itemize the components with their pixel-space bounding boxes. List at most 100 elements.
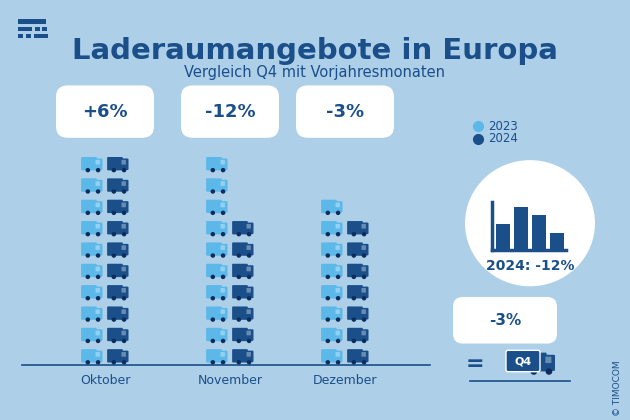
- FancyBboxPatch shape: [550, 233, 564, 250]
- FancyBboxPatch shape: [246, 288, 251, 293]
- FancyBboxPatch shape: [232, 221, 248, 234]
- Circle shape: [112, 296, 116, 300]
- FancyBboxPatch shape: [220, 288, 225, 293]
- Circle shape: [96, 318, 100, 322]
- Circle shape: [352, 275, 356, 279]
- FancyBboxPatch shape: [220, 267, 225, 271]
- FancyBboxPatch shape: [335, 308, 343, 320]
- FancyBboxPatch shape: [120, 265, 129, 277]
- Text: Vergleich Q4 mit Vorjahresmonaten: Vergleich Q4 mit Vorjahresmonaten: [185, 65, 445, 80]
- FancyBboxPatch shape: [246, 286, 253, 298]
- FancyBboxPatch shape: [94, 244, 103, 255]
- FancyBboxPatch shape: [206, 264, 222, 277]
- Circle shape: [326, 232, 330, 236]
- FancyBboxPatch shape: [120, 308, 129, 320]
- FancyBboxPatch shape: [524, 353, 547, 371]
- FancyBboxPatch shape: [321, 307, 337, 320]
- Circle shape: [210, 253, 215, 258]
- FancyBboxPatch shape: [335, 329, 343, 341]
- FancyBboxPatch shape: [94, 265, 103, 277]
- FancyBboxPatch shape: [107, 349, 123, 362]
- FancyBboxPatch shape: [206, 200, 222, 213]
- Text: Laderaumangebote in Europa: Laderaumangebote in Europa: [72, 37, 558, 66]
- FancyBboxPatch shape: [220, 352, 225, 357]
- Circle shape: [210, 210, 215, 215]
- FancyBboxPatch shape: [246, 308, 253, 320]
- Circle shape: [122, 189, 127, 194]
- FancyBboxPatch shape: [362, 288, 366, 293]
- Circle shape: [336, 296, 340, 300]
- FancyBboxPatch shape: [321, 221, 337, 234]
- FancyBboxPatch shape: [232, 285, 248, 299]
- Circle shape: [112, 360, 116, 365]
- FancyBboxPatch shape: [362, 352, 366, 357]
- FancyBboxPatch shape: [96, 267, 100, 271]
- Circle shape: [247, 339, 251, 343]
- Circle shape: [122, 253, 127, 258]
- Circle shape: [112, 253, 116, 258]
- FancyBboxPatch shape: [26, 34, 31, 38]
- Circle shape: [112, 318, 116, 322]
- Circle shape: [86, 253, 90, 258]
- FancyBboxPatch shape: [107, 178, 123, 192]
- Circle shape: [352, 318, 356, 322]
- Circle shape: [220, 296, 226, 300]
- Text: -12%: -12%: [205, 102, 255, 121]
- FancyBboxPatch shape: [220, 224, 225, 228]
- Text: -3%: -3%: [326, 102, 364, 121]
- FancyBboxPatch shape: [321, 242, 337, 256]
- FancyBboxPatch shape: [219, 351, 227, 362]
- Circle shape: [96, 360, 100, 365]
- FancyBboxPatch shape: [532, 215, 546, 250]
- FancyBboxPatch shape: [96, 245, 100, 250]
- FancyBboxPatch shape: [335, 223, 343, 234]
- FancyBboxPatch shape: [94, 223, 103, 234]
- FancyBboxPatch shape: [206, 349, 222, 362]
- FancyBboxPatch shape: [96, 352, 100, 357]
- Circle shape: [362, 296, 367, 300]
- Circle shape: [336, 360, 340, 365]
- Circle shape: [220, 253, 226, 258]
- FancyBboxPatch shape: [120, 329, 129, 341]
- FancyBboxPatch shape: [336, 309, 340, 314]
- Circle shape: [362, 232, 367, 236]
- FancyBboxPatch shape: [96, 224, 100, 228]
- FancyBboxPatch shape: [107, 307, 123, 320]
- Circle shape: [326, 296, 330, 300]
- Circle shape: [210, 360, 215, 365]
- FancyBboxPatch shape: [96, 181, 100, 186]
- FancyBboxPatch shape: [122, 245, 126, 250]
- Circle shape: [210, 189, 215, 194]
- FancyBboxPatch shape: [206, 242, 222, 256]
- Circle shape: [326, 275, 330, 279]
- FancyBboxPatch shape: [546, 357, 551, 363]
- Text: -3%: -3%: [489, 313, 521, 328]
- Circle shape: [112, 189, 116, 194]
- Circle shape: [122, 210, 127, 215]
- FancyBboxPatch shape: [94, 201, 103, 213]
- FancyBboxPatch shape: [335, 244, 343, 255]
- FancyBboxPatch shape: [336, 224, 340, 228]
- FancyBboxPatch shape: [335, 286, 343, 298]
- Circle shape: [220, 360, 226, 365]
- Circle shape: [86, 296, 90, 300]
- FancyBboxPatch shape: [42, 27, 47, 31]
- FancyBboxPatch shape: [335, 265, 343, 277]
- FancyBboxPatch shape: [120, 351, 129, 362]
- Text: 2023: 2023: [488, 120, 518, 133]
- FancyBboxPatch shape: [360, 308, 369, 320]
- FancyBboxPatch shape: [246, 245, 251, 250]
- Circle shape: [362, 318, 367, 322]
- Circle shape: [86, 168, 90, 172]
- FancyBboxPatch shape: [96, 202, 100, 207]
- FancyBboxPatch shape: [360, 265, 369, 277]
- FancyBboxPatch shape: [347, 328, 363, 341]
- Circle shape: [362, 360, 367, 365]
- Circle shape: [247, 360, 251, 365]
- FancyBboxPatch shape: [219, 308, 227, 320]
- Circle shape: [530, 368, 537, 375]
- FancyBboxPatch shape: [360, 329, 369, 341]
- Circle shape: [220, 339, 226, 343]
- Circle shape: [236, 339, 241, 343]
- FancyBboxPatch shape: [81, 242, 97, 256]
